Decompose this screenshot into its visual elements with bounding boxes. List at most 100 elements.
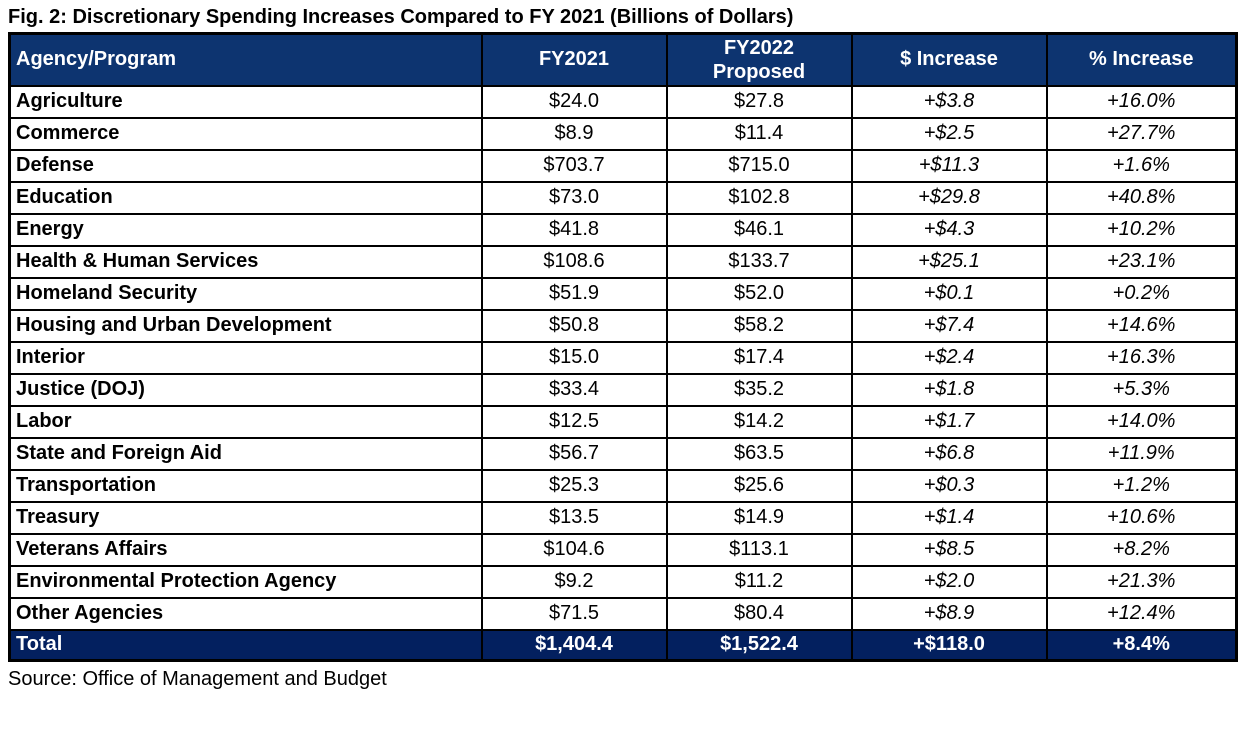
figure-title: Fig. 2: Discretionary Spending Increases…	[8, 6, 794, 28]
fy2022-value: $58.2	[665, 308, 853, 343]
figure-container: Fig. 2: Discretionary Spending Increases…	[8, 6, 1238, 690]
dollar-increase-value: +$0.1	[850, 276, 1048, 311]
fy2022-value: $25.6	[665, 468, 853, 503]
fy2022-header-line1: FY2022	[723, 36, 795, 59]
fy2022-value: $14.9	[665, 500, 853, 535]
agency-name: Homeland Security	[8, 276, 483, 311]
dollar-increase-value: +$6.8	[850, 436, 1048, 471]
table-body: Agriculture $24.0 $27.8 +$3.8 +16.0% Com…	[8, 84, 1238, 662]
fy2021-value: $56.7	[480, 436, 668, 471]
agency-name: Defense	[8, 148, 483, 183]
fy2021-value: $33.4	[480, 372, 668, 407]
fy2021-value: $703.7	[480, 148, 668, 183]
table-row: Justice (DOJ) $33.4 $35.2 +$1.8 +5.3%	[8, 372, 1238, 407]
fy2022-value: $14.2	[665, 404, 853, 439]
table-row: Commerce $8.9 $11.4 +$2.5 +27.7%	[8, 116, 1238, 151]
table-row: Agriculture $24.0 $27.8 +$3.8 +16.0%	[8, 84, 1238, 119]
fy2022-value: $113.1	[665, 532, 853, 567]
dollar-increase-value: +$2.0	[850, 564, 1048, 599]
fy2022-header-line2: Proposed	[712, 60, 806, 83]
fy2021-value: $12.5	[480, 404, 668, 439]
pct-increase-value: +5.3%	[1045, 372, 1238, 407]
table-row: Veterans Affairs $104.6 $113.1 +$8.5 +8.…	[8, 532, 1238, 567]
fy2021-value: $24.0	[480, 84, 668, 119]
agency-name: Energy	[8, 212, 483, 247]
fy2021-value: $9.2	[480, 564, 668, 599]
agency-name: Agriculture	[8, 84, 483, 119]
pct-increase-value: +21.3%	[1045, 564, 1238, 599]
fy2022-value: $133.7	[665, 244, 853, 279]
pct-increase-value: +14.0%	[1045, 404, 1238, 439]
pct-increase-value: +8.2%	[1045, 532, 1238, 567]
pct-increase-value: +1.2%	[1045, 468, 1238, 503]
table-row: Education $73.0 $102.8 +$29.8 +40.8%	[8, 180, 1238, 215]
dollar-increase-value: +$1.4	[850, 500, 1048, 535]
agency-name: Transportation	[8, 468, 483, 503]
fy2022-value: $63.5	[665, 436, 853, 471]
dollar-increase-value: +$8.9	[850, 596, 1048, 631]
agency-name: State and Foreign Aid	[8, 436, 483, 471]
dollar-increase-value: +$4.3	[850, 212, 1048, 247]
column-header-fy2021: FY2021	[480, 32, 668, 87]
column-header-fy2022-proposed: FY2022 Proposed	[665, 32, 853, 87]
column-header-dollar-increase: $ Increase	[850, 32, 1048, 87]
fy2022-value: $80.4	[665, 596, 853, 631]
dollar-increase-value: +$0.3	[850, 468, 1048, 503]
total-label: Total	[8, 628, 483, 662]
table-row: Defense $703.7 $715.0 +$11.3 +1.6%	[8, 148, 1238, 183]
fy2022-value: $35.2	[665, 372, 853, 407]
table-row: Health & Human Services $108.6 $133.7 +$…	[8, 244, 1238, 279]
fy2022-value: $715.0	[665, 148, 853, 183]
agency-name: Interior	[8, 340, 483, 375]
fy2022-value: $102.8	[665, 180, 853, 215]
pct-increase-value: +16.3%	[1045, 340, 1238, 375]
pct-increase-value: +10.2%	[1045, 212, 1238, 247]
pct-increase-value: +1.6%	[1045, 148, 1238, 183]
table-row: Other Agencies $71.5 $80.4 +$8.9 +12.4%	[8, 596, 1238, 631]
fy2021-value: $41.8	[480, 212, 668, 247]
pct-increase-value: +23.1%	[1045, 244, 1238, 279]
fy2021-value: $8.9	[480, 116, 668, 151]
agency-name: Justice (DOJ)	[8, 372, 483, 407]
column-header-agency: Agency/Program	[8, 32, 483, 87]
fy2021-value: $51.9	[480, 276, 668, 311]
fy2021-value: $73.0	[480, 180, 668, 215]
fy2022-value: $11.4	[665, 116, 853, 151]
source-attribution: Source: Office of Management and Budget	[8, 668, 387, 690]
fy2021-value: $108.6	[480, 244, 668, 279]
agency-name: Labor	[8, 404, 483, 439]
agency-name: Other Agencies	[8, 596, 483, 631]
dollar-increase-value: +$11.3	[850, 148, 1048, 183]
agency-name: Education	[8, 180, 483, 215]
agency-name: Veterans Affairs	[8, 532, 483, 567]
pct-increase-value: +11.9%	[1045, 436, 1238, 471]
fy2021-value: $25.3	[480, 468, 668, 503]
total-row: Total $1,404.4 $1,522.4 +$118.0 +8.4%	[8, 628, 1238, 662]
dollar-increase-value: +$1.7	[850, 404, 1048, 439]
fy2022-value: $46.1	[665, 212, 853, 247]
fy2021-value: $13.5	[480, 500, 668, 535]
dollar-increase-value: +$7.4	[850, 308, 1048, 343]
fy2021-value: $71.5	[480, 596, 668, 631]
table-row: Energy $41.8 $46.1 +$4.3 +10.2%	[8, 212, 1238, 247]
table-row: Environmental Protection Agency $9.2 $11…	[8, 564, 1238, 599]
dollar-increase-value: +$2.4	[850, 340, 1048, 375]
pct-increase-value: +0.2%	[1045, 276, 1238, 311]
fy2021-value: $50.8	[480, 308, 668, 343]
fy2022-value: $27.8	[665, 84, 853, 119]
pct-increase-value: +10.6%	[1045, 500, 1238, 535]
table-row: State and Foreign Aid $56.7 $63.5 +$6.8 …	[8, 436, 1238, 471]
dollar-increase-value: +$3.8	[850, 84, 1048, 119]
table-header: Agency/Program FY2021 FY2022 Proposed $ …	[8, 32, 1238, 87]
total-fy2021-value: $1,404.4	[480, 628, 668, 662]
pct-increase-value: +27.7%	[1045, 116, 1238, 151]
table-row: Interior $15.0 $17.4 +$2.4 +16.3%	[8, 340, 1238, 375]
column-header-pct-increase: % Increase	[1045, 32, 1238, 87]
fy2022-value: $52.0	[665, 276, 853, 311]
agency-name: Commerce	[8, 116, 483, 151]
dollar-increase-value: +$29.8	[850, 180, 1048, 215]
pct-increase-value: +12.4%	[1045, 596, 1238, 631]
dollar-increase-value: +$2.5	[850, 116, 1048, 151]
total-pct-increase-value: +8.4%	[1045, 628, 1238, 662]
pct-increase-value: +40.8%	[1045, 180, 1238, 215]
